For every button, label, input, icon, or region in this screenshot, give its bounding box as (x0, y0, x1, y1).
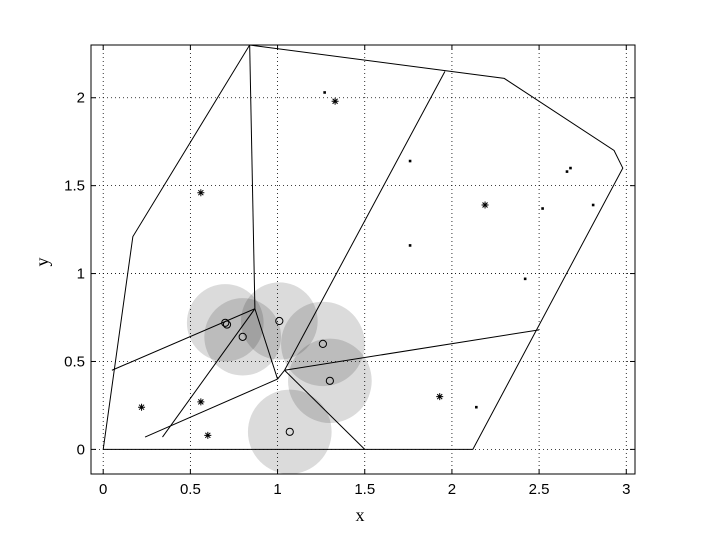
circle-marker (318, 339, 327, 348)
dot-marker (408, 159, 412, 163)
y-tick-label: 2 (77, 90, 85, 107)
coverage-disks (186, 282, 372, 474)
dot-marker (523, 277, 527, 281)
x-tick-label: 0 (99, 481, 107, 498)
plot-frame (90, 44, 636, 475)
x-tick-label: 2 (448, 481, 456, 498)
data-points (138, 91, 595, 439)
star-marker (197, 398, 205, 406)
coverage-disk (186, 284, 264, 362)
star-marker (197, 189, 205, 197)
circle-marker (238, 332, 247, 341)
y-tick-label: 1.5 (64, 178, 85, 195)
x-tick-label: 1 (273, 481, 281, 498)
x-axis-label: x (356, 505, 365, 525)
voronoi-edge (249, 44, 256, 309)
circle-marker (222, 320, 232, 329)
dot-marker (565, 170, 569, 173)
star-marker (481, 201, 489, 209)
star-marker (331, 97, 339, 105)
voronoi-edge (284, 369, 366, 450)
coverage-disk (204, 298, 282, 376)
voronoi-edge (111, 308, 256, 371)
star-marker (138, 403, 146, 411)
dot-marker (408, 244, 412, 247)
dot-marker (569, 166, 572, 170)
voronoi-edge (277, 369, 285, 380)
dot-marker (591, 203, 595, 207)
voronoi-edge (254, 308, 279, 380)
star-marker (204, 431, 212, 439)
plot-background (91, 45, 635, 474)
voronoi-edge (144, 378, 278, 438)
circle-marker (221, 318, 230, 327)
star-marker (436, 393, 444, 401)
y-tick-label: 0.5 (64, 353, 85, 370)
axis-ticks: 0 0.5 1 1.5 2 2.5 3 0 0.5 1 1.5 2 (64, 45, 635, 498)
circle-marker (275, 316, 284, 326)
x-tick-label: 0.5 (180, 481, 201, 498)
voronoi-edge (284, 71, 446, 371)
y-tick-label: 0 (77, 441, 85, 458)
voronoi-edge (162, 308, 256, 438)
region-boundary (102, 44, 624, 450)
x-tick-label: 2.5 (529, 481, 550, 498)
y-axis-label: y (32, 258, 52, 267)
voronoi-edges (102, 44, 624, 450)
coverage-disk (240, 282, 318, 360)
dot-marker (475, 405, 478, 409)
x-tick-label: 3 (622, 481, 630, 498)
x-tick-label: 1.5 (354, 481, 375, 498)
coverage-disk (281, 301, 365, 387)
y-tick-label: 1 (77, 266, 85, 283)
voronoi-edge (284, 329, 540, 371)
dot-marker (323, 91, 326, 94)
circle-marker (325, 376, 334, 385)
circle-marker (285, 427, 294, 436)
coverage-disk (247, 389, 332, 474)
dot-marker (541, 207, 544, 210)
